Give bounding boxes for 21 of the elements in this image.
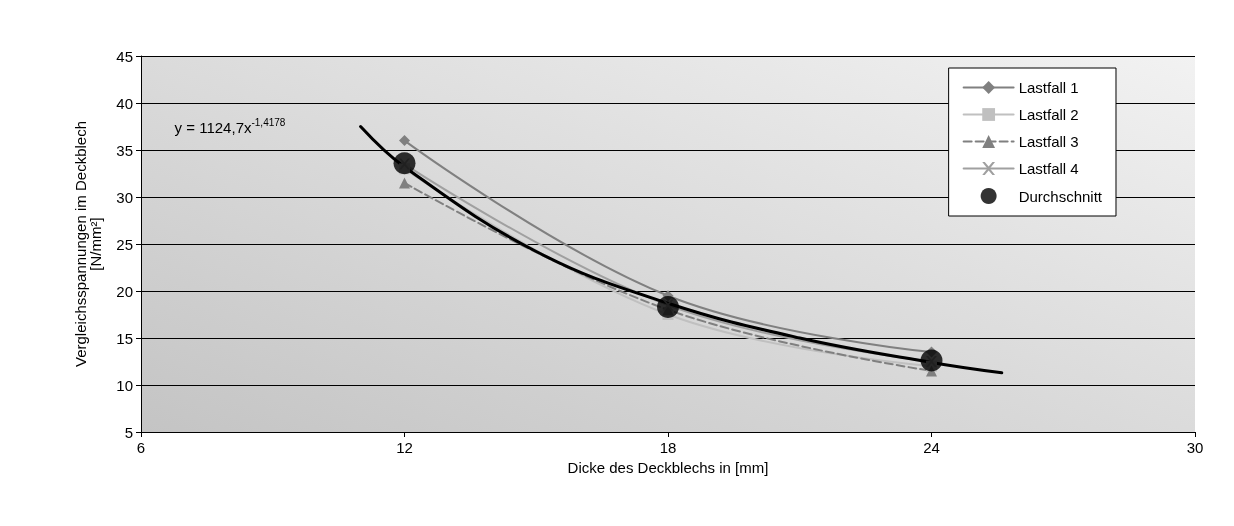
legend-label: Lastfall 3 [1018,133,1079,150]
y-tick-label: 5 [124,423,133,441]
y-tick-label: 20 [116,282,133,300]
x-tick-label: 24 [923,439,940,456]
x-tick-label: 6 [136,439,146,456]
y-tick-label: 10 [116,376,133,394]
x-tick-label: 30 [1186,439,1204,456]
legend-label: Lastfall 1 [1018,79,1079,96]
legend-label: Lastfall 2 [1018,106,1079,123]
x-axis-title: Dicke des Deckblechs in [mm] [567,459,769,476]
y-tick-label: 15 [116,329,133,347]
y-axis-title: Vergleichsspannungen im Deckblech [N/mm²] [72,121,104,367]
x-tick-label: 18 [659,439,677,456]
legend-label: Lastfall 4 [1018,160,1079,177]
legend-label: Durchschnitt [1018,187,1103,205]
x-tick-label: 12 [396,439,413,456]
y-tick-label: 45 [116,47,133,65]
y-tick-label: 30 [116,188,133,206]
y-tick-label: 35 [116,141,133,159]
y-tick-label: 40 [116,94,133,112]
y-tick-label: 25 [116,235,133,253]
